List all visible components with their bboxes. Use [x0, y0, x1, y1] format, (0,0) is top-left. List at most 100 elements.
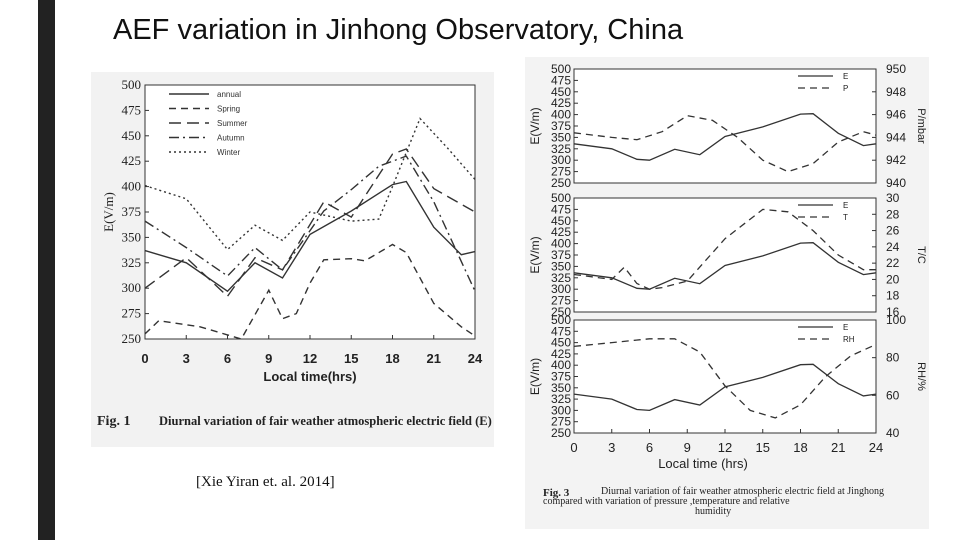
fig1-y-tick-label: 400	[122, 179, 142, 194]
fig3-panel-1-series-group	[573, 113, 877, 173]
fig3-panel-1-left-tick-label: 375	[551, 119, 571, 133]
fig3-panel-2-legend: ET	[798, 201, 848, 222]
fig3-panel-2-left-tick-label: 300	[551, 282, 571, 296]
fig3-panel-3-left-tick-label: 475	[551, 324, 571, 338]
fig3-panel-1-right-axis-label: P/mbar	[915, 108, 927, 144]
fig1-x-tick-label: 3	[183, 351, 190, 366]
fig3-panel-1-right-tick-label: 948	[886, 85, 906, 99]
fig1-series-line-annual	[144, 180, 476, 293]
fig3-panel-3-left-tick-label: 425	[551, 347, 571, 361]
fig3-panel-1-left-tick-label: 500	[551, 62, 571, 76]
fig3-x-axis-label: Local time (hrs)	[658, 456, 748, 471]
fig3-panel-3-right-tick-label: 60	[886, 388, 900, 402]
slide-title: AEF variation in Jinhong Observatory, Ch…	[113, 14, 684, 46]
figure-3-panel: 500 475 450 425 400 375 350 325 300 275 250 950 948 9…	[525, 57, 929, 529]
fig3-panel-1-right-tick-label: 950	[886, 62, 906, 76]
fig3-panel-1-series-line-p	[573, 115, 877, 173]
fig3-panel-1-legend-label-p: P	[843, 84, 848, 93]
fig3-panel-3-series-line-rh	[573, 338, 877, 419]
fig1-caption-label: Fig. 1	[97, 414, 130, 429]
fig3-panel-1-left-axis-label: E(V/m)	[528, 107, 542, 144]
fig3-panel-1-left-tick-label: 300	[551, 153, 571, 167]
fig3-panel-3-right-tick-label: 40	[886, 426, 900, 440]
fig3-panel-2-left-tick-label: 500	[551, 191, 571, 205]
fig3-panel-2-right-tick-label: 16	[886, 305, 900, 319]
fig3-panel-3-frame	[573, 319, 877, 434]
fig3-x-tick-label: 15	[756, 440, 770, 455]
fig1-series-group	[144, 117, 476, 340]
fig3-panel-2-right-axis-label: T/C	[915, 246, 927, 264]
fig1-series-line-spring	[144, 243, 476, 340]
fig1-x-axis-label: Local time(hrs)	[263, 369, 356, 384]
fig3-panel-3-left-tick-label: 500	[551, 313, 571, 327]
fig3-panel-2-series-line-e	[573, 242, 877, 290]
fig3-panel-3-legend-label-e: E	[843, 323, 848, 332]
fig1-x-tick-label: 9	[265, 351, 272, 366]
fig3-panel-2-right-tick-label: 18	[886, 289, 900, 303]
fig1-x-tick-label: 15	[344, 351, 358, 366]
fig1-y-tick-label: 475	[122, 102, 142, 117]
fig3-caption-text: Diurnal variation of fair weather atmosp…	[543, 486, 884, 517]
fig1-y-tick-label: 425	[122, 153, 142, 168]
fig3-panel-3-left-tick-label: 250	[551, 426, 571, 440]
figure-1-chart: 250 275 300 325 350 375 400 425 450 475 500 0 3 6 9 12 1…	[91, 72, 494, 447]
fig3-panel-1-left-tick-label: 250	[551, 176, 571, 190]
fig3-panel-1-left-tick-label: 325	[551, 142, 571, 156]
fig1-legend-label-autumn: Autumn	[217, 134, 245, 143]
fig3-panel-1-left-tick-label: 400	[551, 108, 571, 122]
fig1-y-tick-label: 500	[122, 77, 142, 92]
fig3-panel-2-left-tick-label: 375	[551, 248, 571, 262]
fig3-panel-1-left-tick-label: 425	[551, 96, 571, 110]
fig3-panel-1-right-tick-label: 942	[886, 153, 906, 167]
fig1-series-line-winter	[144, 117, 476, 251]
fig1-series-line-autumn	[144, 155, 476, 292]
fig3-panel-1-legend-label-e: E	[843, 72, 848, 81]
fig1-x-tick-label: 6	[224, 351, 231, 366]
fig1-y-tick-label: 300	[122, 280, 142, 295]
fig3-panel-2-legend-label-e: E	[843, 201, 848, 210]
fig3-panel-2-left-tick-label: 250	[551, 305, 571, 319]
fig3-panel-3-right-tick-label: 100	[886, 313, 906, 327]
fig3-x-tick-label: 21	[831, 440, 845, 455]
fig1-caption-text: Diurnal variation of fair weather atmosp…	[159, 414, 492, 428]
fig3-panel-1-left-tick-label: 275	[551, 165, 571, 179]
fig3-panel-1-right-tick-label: 946	[886, 108, 906, 122]
fig3-panel-3-series-group	[573, 338, 877, 419]
fig1-legend-label-summer: Summer	[217, 119, 248, 128]
fig3-panel-2-left-tick-label: 275	[551, 294, 571, 308]
fig3-caption-label: Fig. 3	[543, 487, 570, 499]
fig3-panel-3-right-tick-label: 80	[886, 351, 900, 365]
fig3-panel-3-legend: E RH	[798, 323, 855, 344]
fig3-panel-2-left-tick-label: 450	[551, 214, 571, 228]
fig3-panel-1-left-tick-label: 450	[551, 85, 571, 99]
fig3-panel-2-left-tick-label: 325	[551, 271, 571, 285]
fig3-panel-2-left-tick-label: 475	[551, 202, 571, 216]
fig3-panel-3-left-tick-label: 375	[551, 370, 571, 384]
fig3-panel-3-left-tick-label: 325	[551, 392, 571, 406]
fig3-panel-3-left-tick-label: 450	[551, 336, 571, 350]
fig1-x-tick-label: 24	[468, 351, 483, 366]
fig3-panel-2-right-tick-label: 20	[886, 272, 900, 286]
fig3-x-tick-label: 6	[646, 440, 653, 455]
fig3-panel-3-right-axis-label: RH/%	[915, 362, 927, 391]
fig3-panel-3-left-tick-label: 300	[551, 403, 571, 417]
figure-3-chart: 5004754504254003753503253002752509509489…	[525, 57, 929, 529]
fig3-panel-1-series-line-e	[573, 113, 877, 161]
fig1-y-tick-label: 375	[122, 204, 142, 219]
slide-accent-bar	[38, 0, 55, 540]
fig3-panel-3-left-axis-label: E(V/m)	[528, 358, 542, 395]
fig3-panel-2-frame	[573, 197, 877, 313]
fig3-panel-2-series-group	[573, 208, 877, 290]
fig3-panel-2-legend-label-t: T	[843, 213, 848, 222]
fig3-x-tick-label: 24	[869, 440, 883, 455]
fig1-legend-label-winter: Winter	[217, 148, 240, 157]
fig1-x-tick-label: 21	[427, 351, 441, 366]
fig3-panel-3-legend-label-rh: RH	[843, 335, 855, 344]
fig3-panel-2-right-tick-label: 24	[886, 240, 900, 254]
fig3-panel-2-right-tick-label: 22	[886, 256, 900, 270]
fig1-y-axis-label: E(V/m)	[101, 192, 116, 232]
figure-1-panel: 250 275 300 325 350 375 400 425 450 475 500 0 3 6 9 12 1…	[91, 72, 494, 447]
fig3-panel-2-left-tick-label: 425	[551, 225, 571, 239]
fig3-panel-3-left-tick-label: 350	[551, 381, 571, 395]
fig3-panel-3-left-tick-label: 275	[551, 415, 571, 429]
